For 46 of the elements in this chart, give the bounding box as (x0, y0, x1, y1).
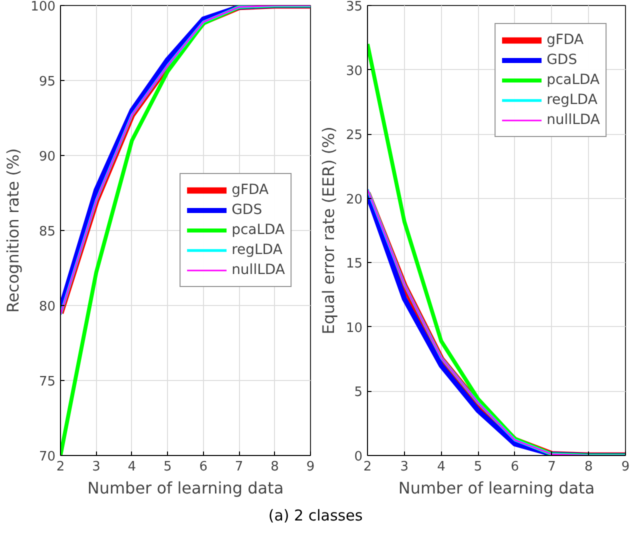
legend-label: nullLDA (232, 262, 285, 278)
x-tick-label: 7 (234, 460, 244, 474)
y-tick-label: 5 (354, 385, 363, 400)
y-tick-label: 25 (346, 128, 363, 144)
x-tick-label: 2 (363, 460, 372, 474)
y-tick-label: 70 (38, 450, 56, 464)
y-tick-label: 10 (346, 320, 363, 336)
y-tick-label: 15 (346, 256, 363, 272)
y-tick-label: 0 (354, 450, 363, 464)
y-tick-label: 35 (346, 0, 363, 14)
x-tick-label: 9 (621, 460, 630, 474)
x-tick-label: 6 (510, 460, 520, 474)
x-axis-title: Number of learning data (87, 478, 284, 498)
legend-label: pcaLDA (546, 72, 600, 88)
x-tick-label: 5 (164, 460, 172, 474)
x-tick-label: 5 (474, 460, 482, 474)
legend-label: pcaLDA (232, 222, 285, 238)
legend-label: GDS (232, 202, 262, 218)
legend-label: GDS (546, 52, 578, 68)
y-tick-label: 30 (346, 64, 363, 79)
legend-label: gFDA (232, 182, 269, 198)
legend-label: regLDA (232, 242, 282, 258)
y-axis-title: Equal error rate (EER) (%) (318, 126, 338, 334)
x-tick-label: 3 (92, 460, 100, 474)
text: (a) 2 classes (268, 506, 363, 524)
x-tick-label: 3 (400, 460, 409, 474)
x-tick-label: 4 (128, 460, 136, 474)
y-axis-title: Recognition rate (%) (4, 148, 23, 313)
legend-label: regLDA (546, 92, 598, 108)
legend-label: nullLDA (546, 112, 600, 128)
x-axis-title: Number of learning data (398, 478, 595, 498)
x-tick-label: 2 (56, 460, 65, 474)
y-tick-label: 90 (38, 150, 56, 164)
x-tick-label: 8 (584, 460, 593, 474)
y-tick-label: 95 (38, 74, 56, 90)
x-tick-label: 7 (548, 460, 556, 474)
y-tick-label: 75 (38, 374, 56, 390)
y-tick-label: 100 (30, 0, 56, 14)
y-tick-label: 80 (38, 300, 56, 314)
y-tick-label: 20 (346, 192, 363, 208)
x-tick-label: 6 (199, 460, 208, 474)
legend-label: gFDA (546, 32, 584, 48)
x-tick-label: 8 (270, 460, 279, 474)
y-tick-label: 85 (38, 224, 56, 240)
x-tick-label: 9 (306, 460, 315, 474)
x-tick-label: 4 (437, 460, 446, 474)
